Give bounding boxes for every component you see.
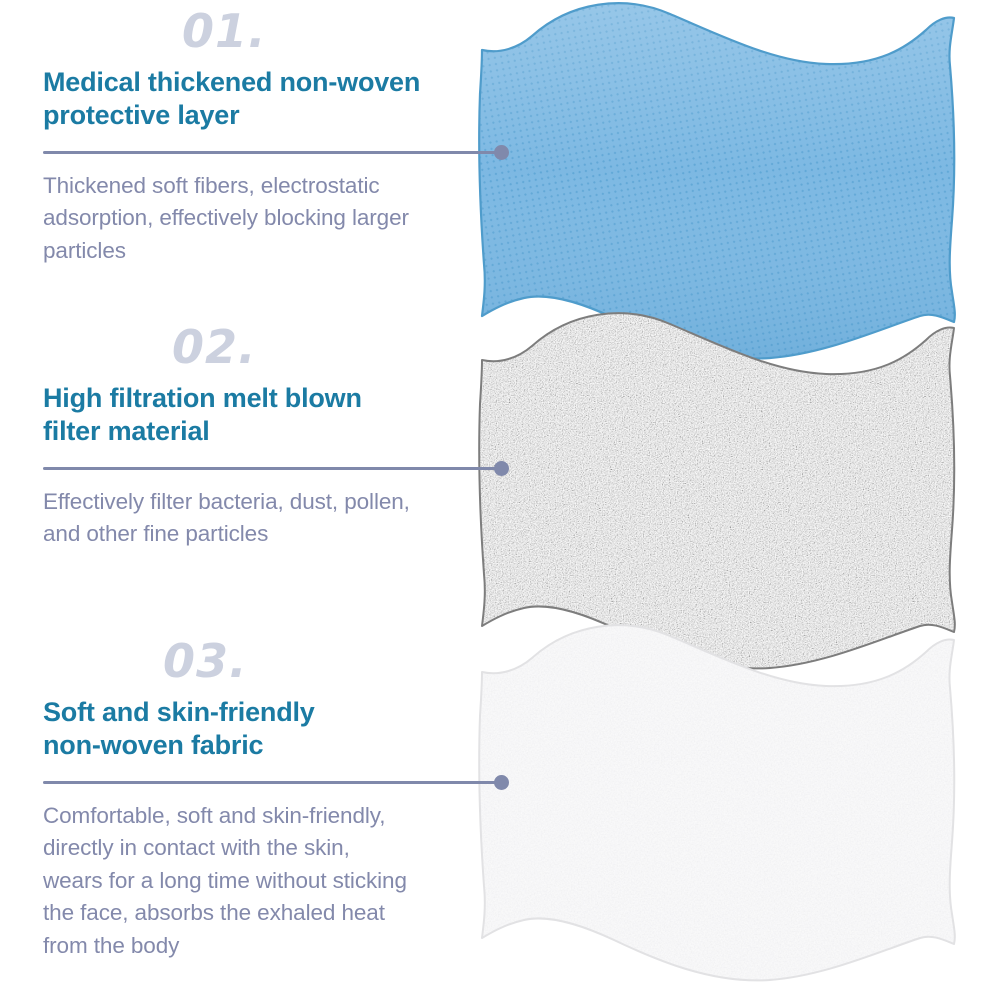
section-body-03: Comfortable, soft and skin-friendly, dir…	[0, 791, 483, 962]
connector-line	[43, 466, 501, 470]
layer-blue-nonwoven	[478, 2, 956, 360]
section-number-03: 03.	[163, 634, 248, 688]
connector-dot	[494, 774, 509, 790]
section-number-02: 02.	[172, 320, 257, 374]
layer-meltblown-filter	[478, 312, 956, 670]
heading-line: filter material	[43, 416, 210, 447]
body-line: from the body	[43, 932, 180, 958]
body-line: adsorption, effectively blocking larger	[43, 205, 409, 231]
heading-line: protective layer	[43, 100, 240, 131]
connector-dot	[494, 460, 509, 476]
connector-dot	[494, 144, 509, 160]
body-line: the face, absorbs the exhaled heat	[43, 900, 385, 926]
section-heading-02: High filtration melt blown filter materi…	[0, 370, 480, 449]
section-01: 01. Medical thickened non-woven protecti…	[0, 4, 509, 267]
connector-line	[43, 150, 501, 154]
connector-02	[0, 459, 509, 477]
body-line: wears for a long time without sticking	[43, 867, 407, 893]
body-line: particles	[43, 237, 126, 263]
heading-line: High filtration melt blown	[43, 383, 362, 413]
heading-line: Medical thickened non-woven	[43, 67, 421, 97]
body-line: directly in contact with the skin,	[43, 835, 350, 861]
body-line: Thickened soft fibers, electrostatic	[43, 172, 380, 198]
section-02: 02. High filtration melt blown filter ma…	[0, 320, 509, 551]
section-body-02: Effectively filter bacteria, dust, polle…	[0, 477, 483, 551]
heading-line: Soft and skin-friendly	[43, 697, 315, 727]
connector-03	[0, 773, 509, 791]
connector-line	[43, 780, 501, 784]
body-line: Effectively filter bacteria, dust, polle…	[43, 488, 410, 514]
connector-01	[0, 143, 509, 161]
heading-line: non-woven fabric	[43, 730, 264, 761]
section-03: 03. Soft and skin-friendly non-woven fab…	[0, 634, 509, 962]
layer-inner-nonwoven	[478, 624, 956, 982]
section-number-01: 01.	[182, 4, 267, 58]
section-heading-01: Medical thickened non-woven protective l…	[0, 54, 480, 133]
body-line: Comfortable, soft and skin-friendly,	[43, 802, 386, 828]
body-line: and other fine particles	[43, 521, 269, 547]
section-heading-03: Soft and skin-friendly non-woven fabric	[0, 684, 480, 763]
section-body-01: Thickened soft fibers, electrostatic ads…	[0, 161, 483, 267]
